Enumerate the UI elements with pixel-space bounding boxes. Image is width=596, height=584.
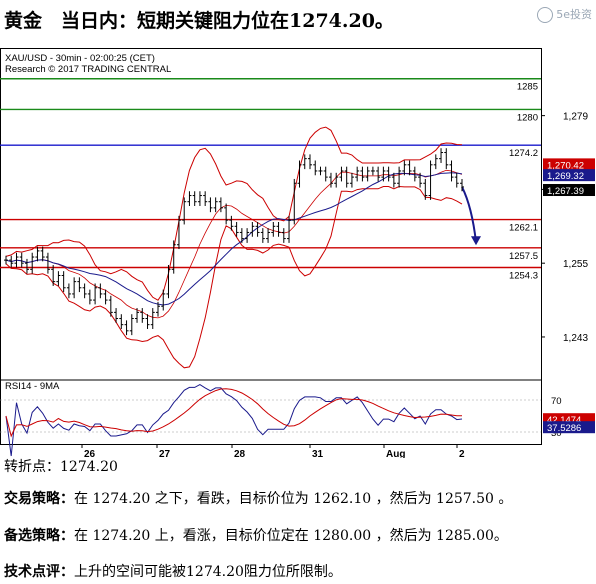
rsi-ma-line bbox=[5, 388, 463, 438]
level-label-5: 1254.3 bbox=[509, 270, 538, 281]
watermark: 5e投资 bbox=[537, 6, 592, 23]
rsi-badge-1 bbox=[543, 421, 595, 434]
time-tick-label-4: Aug bbox=[386, 449, 405, 458]
price-tick-label-0: 1,279 bbox=[563, 112, 588, 123]
comment-text: 上升的空间可能被1274.20阻力位所限制。 bbox=[74, 564, 342, 580]
pivot-label: 转折点： bbox=[4, 459, 60, 475]
strategy-label: 交易策略： bbox=[4, 491, 74, 507]
time-tick-label-1: 27 bbox=[159, 449, 171, 458]
forecast-arrow-head bbox=[471, 236, 481, 246]
time-axis: 26 27 28 31 Aug 2 bbox=[81, 444, 465, 458]
price-chart: 1285 1280 1274.2 1262.1 1257.5 1254.3 1,279 1,… bbox=[0, 48, 595, 458]
chart-frame bbox=[0, 48, 542, 445]
pivot-line: 转折点：1274.20 bbox=[4, 456, 118, 476]
rsi-line bbox=[5, 384, 463, 457]
comment-line: 技术点评：上升的空间可能被1274.20阻力位所限制。 bbox=[4, 561, 342, 581]
level-label-1: 1280 bbox=[517, 112, 538, 123]
watermark-logo-icon bbox=[537, 7, 554, 23]
alt-strategy-label: 备选策略： bbox=[4, 528, 74, 544]
price-axis: 1,2791,2671,2551,2431,270.421,269.321,26… bbox=[541, 112, 595, 344]
copyright-line: Research © 2017 TRADING CENTRAL bbox=[5, 64, 171, 75]
pivot-value: 1274.20 bbox=[60, 459, 118, 475]
rsi-badge-label-1: 37.5286 bbox=[547, 423, 581, 434]
strategy-line: 交易策略：在 1274.20 之下，看跌，目标价位为 1262.10 ，然后为 … bbox=[4, 488, 512, 508]
price-badge-0 bbox=[543, 158, 595, 171]
alt-strategy-line: 备选策略：在 1274.20 上，看涨，目标价位定在 1280.00 ，然后为 … bbox=[4, 525, 508, 545]
rsi-tick-label-1: 30 bbox=[551, 428, 562, 439]
time-tick-label-3: 31 bbox=[312, 449, 324, 458]
moving-average bbox=[5, 172, 463, 306]
watermark-text: 5e投资 bbox=[556, 8, 592, 21]
level-label-4: 1257.5 bbox=[509, 251, 538, 262]
alt-strategy-text: 在 1274.20 上，看涨，目标价位定在 1280.00 ，然后为 1285.… bbox=[74, 528, 508, 544]
page-title: 黄金 当日内：短期关键阻力位在1274.20。 bbox=[4, 10, 394, 32]
strategy-text: 在 1274.20 之下，看跌，目标价位为 1262.10 ，然后为 1257.… bbox=[74, 491, 513, 507]
time-tick-label-5: 2 bbox=[459, 449, 465, 458]
price-badge-1 bbox=[543, 169, 595, 182]
price-badge-label-2: 1,267.39 bbox=[547, 186, 584, 197]
band-lower bbox=[5, 185, 463, 369]
symbol-line: XAU/USD - 30min - 02:00:25 (CET) bbox=[5, 53, 155, 64]
price-tick-label-3: 1,243 bbox=[563, 333, 588, 344]
level-label-0: 1285 bbox=[517, 82, 538, 93]
rsi-title: RSI14 - 9MA bbox=[5, 381, 60, 392]
level-label-3: 1262.1 bbox=[509, 223, 538, 234]
band-upper bbox=[5, 126, 463, 301]
price-badge-label-0: 1,270.42 bbox=[547, 160, 584, 171]
rsi-badge-label-0: 42.1474 bbox=[547, 415, 581, 426]
support-resistance-levels: 1285 1280 1274.2 1262.1 1257.5 1254.3 bbox=[0, 78, 541, 281]
level-label-2: 1274.2 bbox=[509, 148, 538, 159]
price-series bbox=[4, 148, 464, 336]
bollinger-bands bbox=[5, 126, 481, 369]
band-middle bbox=[5, 169, 463, 319]
price-tick-label-2: 1,255 bbox=[563, 259, 588, 270]
time-tick-label-2: 28 bbox=[234, 449, 246, 458]
time-tick-label-0: 26 bbox=[84, 449, 96, 458]
price-badge-2 bbox=[543, 184, 595, 197]
rsi-tick-label-0: 70 bbox=[551, 396, 562, 407]
price-badge-label-1: 1,269.32 bbox=[547, 171, 584, 182]
comment-label: 技术点评： bbox=[4, 564, 74, 580]
